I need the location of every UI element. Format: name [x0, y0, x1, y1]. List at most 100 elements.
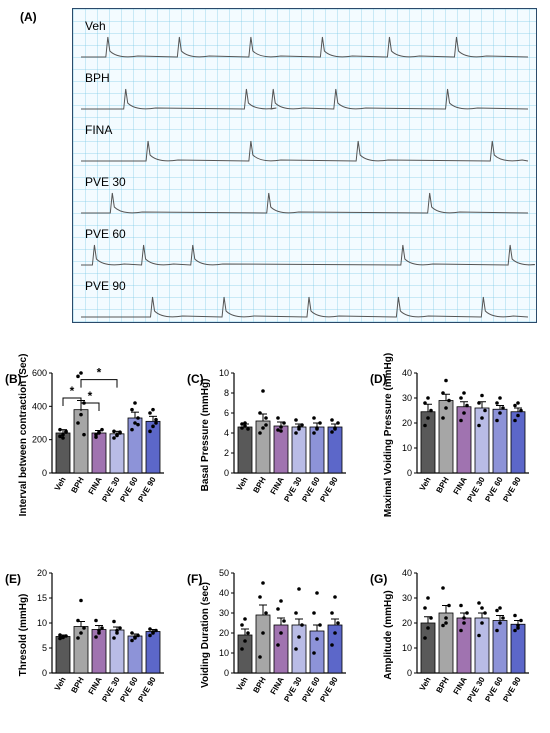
data-point — [513, 403, 517, 408]
data-point — [76, 421, 80, 425]
data-point — [318, 421, 322, 425]
data-point — [498, 396, 502, 400]
panel-a-label: (A) — [20, 10, 37, 24]
data-point — [333, 595, 337, 599]
data-point — [315, 637, 319, 641]
data-point — [276, 643, 280, 647]
x-tick-label: BPH — [69, 675, 85, 694]
y-tick-label: 6 — [224, 408, 229, 418]
bar-fina — [91, 629, 107, 674]
y-tick-label: 40 — [402, 368, 412, 378]
bar-pve90 — [510, 411, 526, 474]
trace-label-pve60: PVE 60 — [85, 227, 126, 241]
data-point — [240, 647, 244, 651]
data-point — [264, 416, 268, 420]
data-point — [336, 621, 340, 625]
data-point — [426, 416, 430, 420]
panel-label: (D) — [370, 372, 387, 386]
x-tick-label: Veh — [418, 675, 433, 692]
bar-pve90 — [327, 426, 343, 474]
data-point — [240, 623, 244, 627]
data-point — [130, 427, 134, 432]
data-point — [64, 634, 68, 638]
data-point — [444, 406, 448, 410]
x-tick-label: PVE 90 — [136, 475, 158, 503]
data-point — [61, 432, 65, 437]
data-point — [312, 611, 316, 615]
y-axis-label: Thresold (mmHg) — [18, 594, 29, 677]
y-tick-label: 0 — [224, 668, 229, 678]
x-tick-label: Veh — [235, 675, 250, 692]
y-axis-label: Maximal Voiding Pressure (mmHg) — [383, 353, 394, 517]
data-point — [459, 396, 463, 400]
data-point — [447, 398, 451, 403]
y-tick-label: 0 — [42, 468, 47, 478]
bar-pve60 — [127, 417, 143, 474]
data-point — [429, 616, 433, 620]
data-point — [477, 423, 481, 428]
x-tick-label: PVE 90 — [136, 675, 158, 703]
x-tick-label: FINA — [269, 675, 286, 696]
data-point — [483, 408, 487, 413]
x-tick-label: BPH — [69, 475, 85, 494]
data-point — [136, 422, 140, 427]
data-point — [94, 635, 98, 639]
data-point — [516, 623, 520, 628]
y-tick-label: 10 — [402, 643, 412, 653]
data-point — [130, 407, 134, 412]
data-point — [264, 611, 268, 615]
x-tick-label: FINA — [452, 675, 469, 696]
data-point — [240, 426, 244, 430]
data-point — [513, 628, 517, 633]
data-point — [97, 430, 101, 434]
bar-veh — [55, 636, 71, 674]
data-point — [282, 619, 286, 623]
data-point — [330, 418, 334, 422]
bar-bph — [255, 614, 271, 674]
data-point — [294, 647, 298, 651]
data-point — [243, 424, 247, 428]
data-point — [459, 603, 463, 608]
data-point — [151, 630, 155, 634]
x-tick-label: PVE 90 — [501, 475, 523, 503]
y-axis-label: Basal Pressure (mmHg) — [200, 379, 211, 492]
trace-line-2 — [81, 140, 529, 162]
data-point — [261, 631, 265, 635]
cystometry-traces-panel: Veh BPH FINA PVE 30 PVE 60 PVE 90 — [72, 8, 537, 323]
data-point — [61, 436, 65, 440]
bar-pve60 — [127, 635, 143, 674]
data-point — [136, 633, 140, 638]
data-point — [112, 436, 116, 440]
data-point — [76, 374, 80, 379]
data-point — [279, 631, 283, 635]
data-point — [148, 429, 152, 434]
data-point — [261, 581, 265, 585]
y-tick-label: 5 — [42, 643, 47, 653]
bar-pve30 — [109, 433, 125, 474]
data-point — [444, 378, 448, 383]
data-point — [330, 430, 334, 434]
data-point — [243, 617, 247, 621]
bar-pve60 — [492, 408, 508, 474]
data-point — [58, 633, 62, 637]
x-tick-label: PVE 90 — [318, 475, 340, 503]
data-point — [240, 422, 244, 426]
y-tick-label: 0 — [407, 668, 412, 678]
chart-b-interval: (B)Interval between contraction (Sec) 0 20… — [5, 354, 164, 516]
data-point — [426, 626, 430, 630]
bar-pve60 — [492, 620, 508, 674]
x-tick-label: PVE 90 — [501, 675, 523, 703]
data-point — [261, 426, 265, 430]
data-point — [154, 421, 158, 425]
y-tick-label: 20 — [37, 568, 47, 578]
data-point — [336, 421, 340, 425]
data-point — [243, 421, 247, 425]
data-point — [513, 418, 517, 423]
trace-line-5 — [81, 296, 529, 318]
data-point — [148, 633, 152, 638]
y-axis-label: Voiding Duration (sec) — [200, 582, 211, 688]
data-point — [480, 393, 484, 398]
bar-pve90 — [145, 631, 161, 674]
trace-line-0 — [81, 36, 529, 58]
x-tick-label: FINA — [269, 475, 286, 496]
